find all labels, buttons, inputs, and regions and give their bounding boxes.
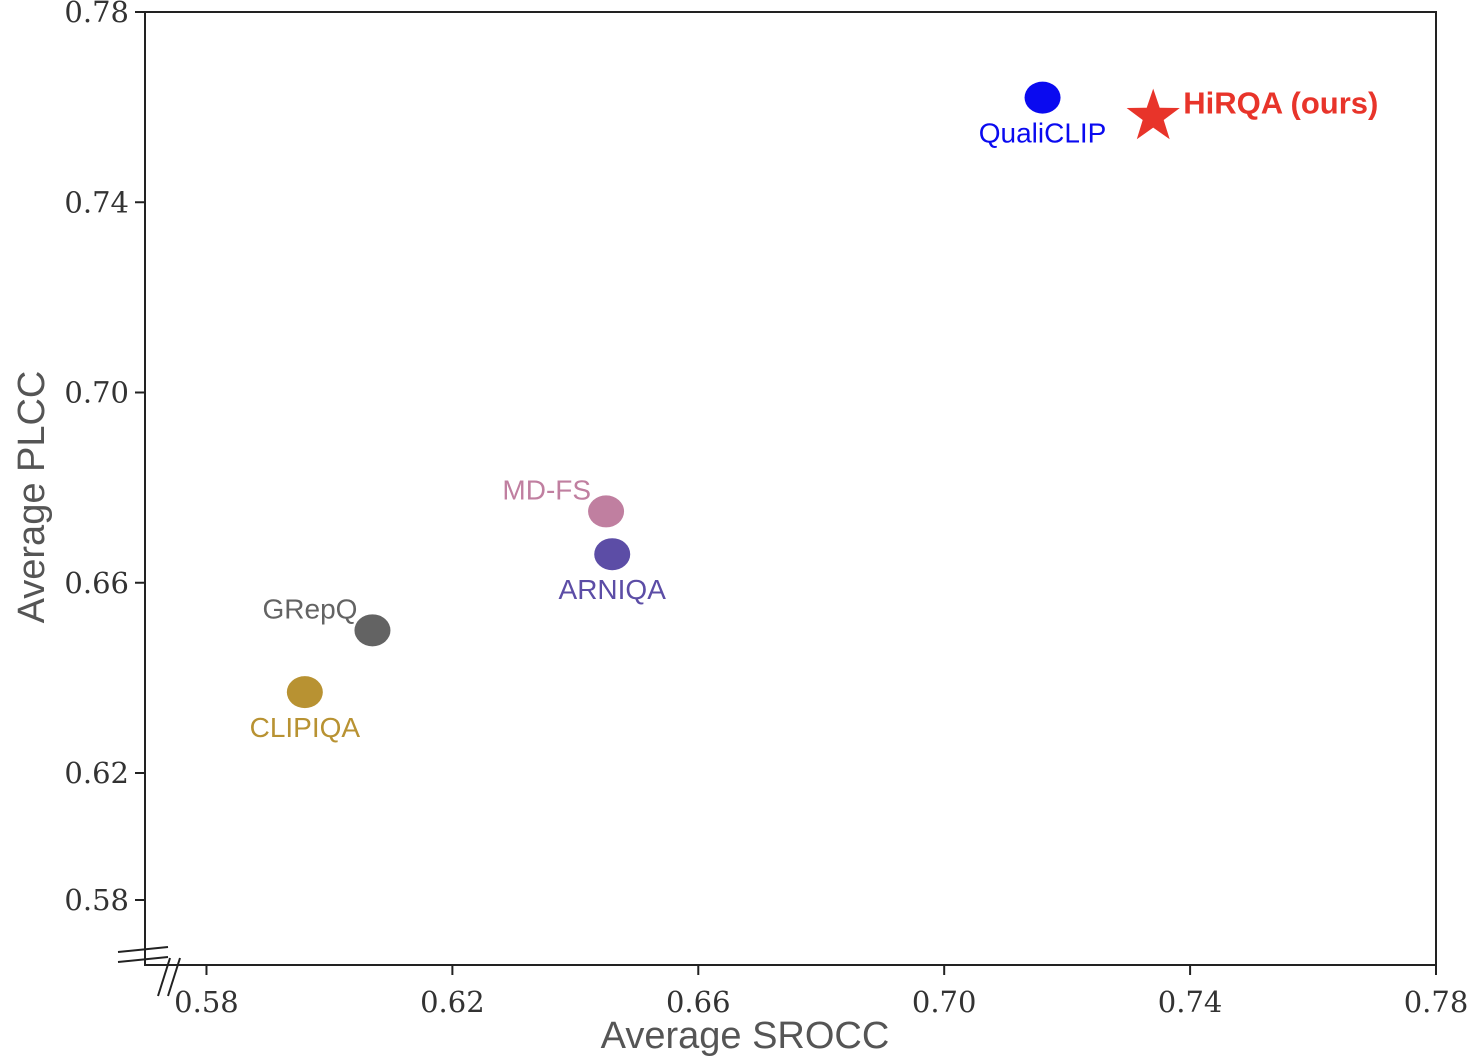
y-tick-label: 0.74 [64,185,129,219]
point-arniqa [594,538,631,571]
tick-labels: 0.58 0.62 0.66 0.70 0.74 0.78 0.58 0.62 0.66 0.70… [64,0,1468,1019]
x-axis-label: Average SROCC [601,1015,890,1057]
x-tick-label: 0.78 [1404,985,1469,1019]
axis-break-x-1 [157,957,171,997]
label-md-fs: MD-FS [502,474,591,505]
label-arniqa: ARNIQA [559,574,667,605]
x-tick-label: 0.58 [174,985,239,1019]
point-grepq [354,614,391,647]
axis-break-y-2 [117,956,169,963]
point-md-fs [588,495,625,528]
label-clipiqa: CLIPIQA [250,712,361,743]
y-tick-label: 0.78 [64,0,129,29]
label-grepq: GRepQ [263,593,358,624]
x-tick-label: 0.70 [912,985,977,1019]
x-tick-label: 0.62 [420,985,485,1019]
axes [117,11,1437,997]
label-hirqa-ours: HiRQA (ours) [1183,86,1378,121]
data-points: HiRQA (ours) QualiCLIP MD-FS ARNIQA GRepQ CLI… [250,81,1378,743]
y-tick-label: 0.70 [64,376,129,410]
label-qualiclip: QualiCLIP [979,118,1107,149]
y-tick-label: 0.58 [64,883,129,917]
y-tick-label: 0.66 [64,566,129,600]
x-tick-label: 0.66 [666,985,731,1019]
x-tick-label: 0.74 [1158,985,1223,1019]
y-axis-label: Average PLCC [11,371,53,624]
point-clipiqa [286,676,323,709]
axis-break-x-2 [167,957,181,997]
plot-frame [144,11,1437,966]
y-tick-label: 0.62 [64,756,129,790]
point-qualiclip [1024,81,1061,114]
axis-break-y-1 [117,946,169,953]
point-hirqa-ours-star [1126,88,1180,140]
